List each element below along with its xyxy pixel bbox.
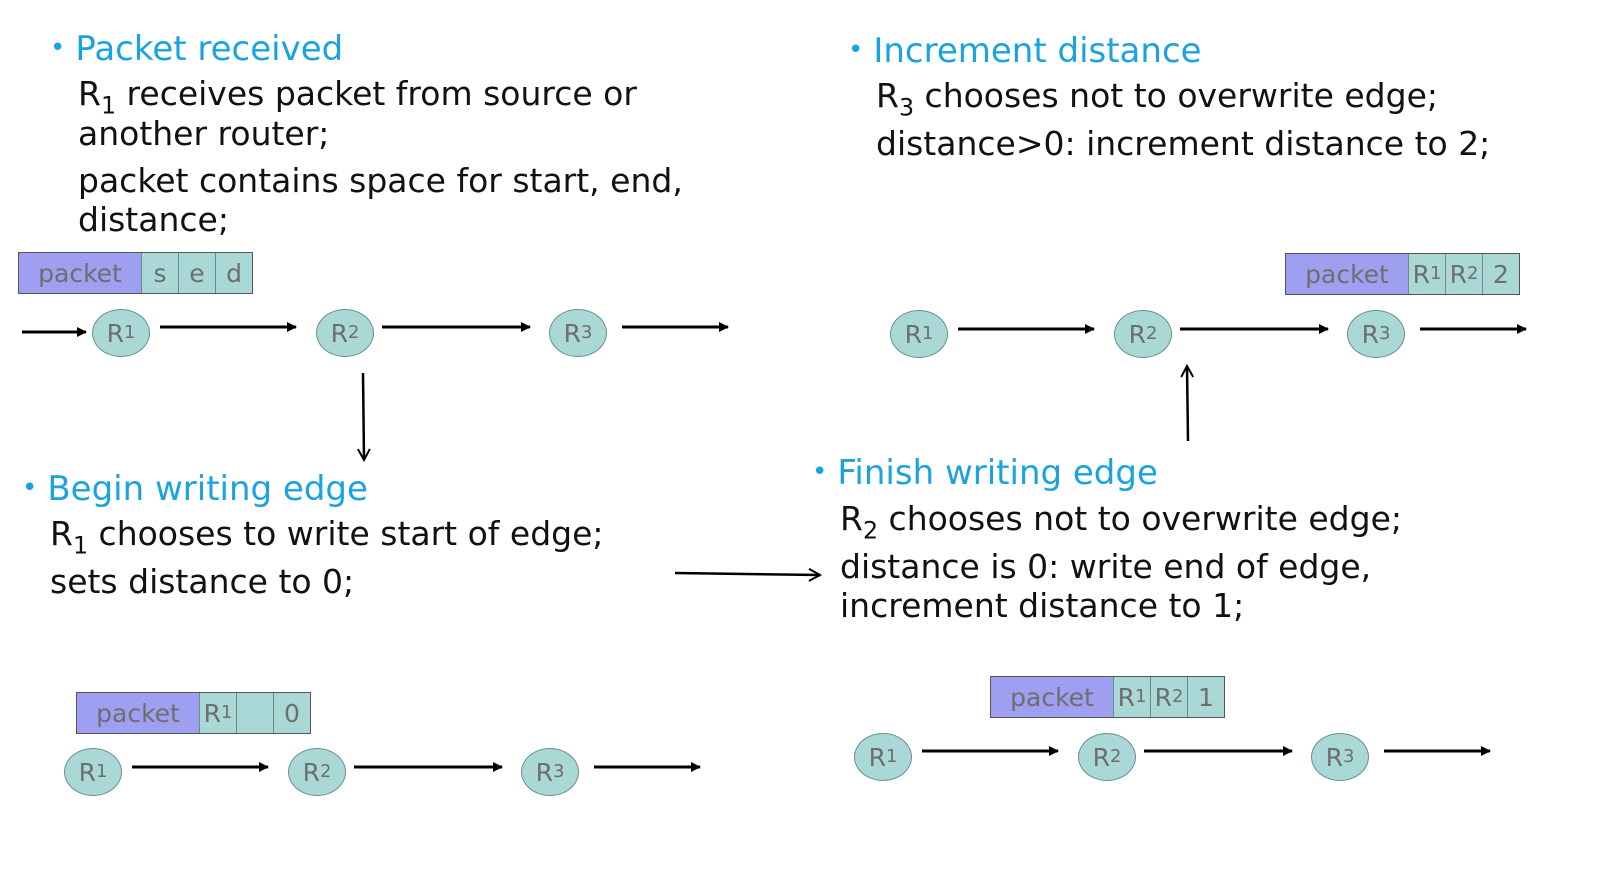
packet-label: packet [77, 693, 199, 733]
bullet-icon: • [50, 33, 66, 63]
received-line-4: distance; [78, 200, 229, 239]
link-arrows-received [22, 322, 729, 337]
bullet-icon: • [812, 457, 828, 487]
packet-label: packet [1286, 254, 1408, 294]
distance-field: 0 [273, 693, 310, 733]
received-line-2: another router; [78, 114, 330, 153]
flow-arrow-up [1187, 366, 1188, 442]
received-line-3: packet contains space for start, end, [78, 161, 683, 200]
distance-field: d [215, 253, 252, 293]
end-field [236, 693, 273, 733]
distance-field: 2 [1482, 254, 1519, 294]
heading-finish-writing-edge: • Finish writing edge [812, 453, 1158, 493]
received-line-1: R1 receives packet from source or [78, 74, 637, 120]
bullet-icon: • [848, 35, 864, 65]
packet-header-received: packet s e d [18, 252, 253, 294]
finish-line-1: R2 chooses not to overwrite edge; [840, 499, 1402, 545]
packet-label: packet [991, 677, 1113, 717]
heading-increment-distance: • Increment distance [848, 31, 1202, 71]
heading-packet-received: • Packet received [50, 29, 344, 69]
flow-arrow-right [674, 573, 820, 575]
begin-line-2: sets distance to 0; [50, 562, 355, 601]
finish-line-2: distance is 0: write end of edge, [840, 547, 1372, 586]
end-field: e [178, 253, 215, 293]
flow-arrow-down [363, 372, 364, 460]
packet-label: packet [19, 253, 141, 293]
flow-arrows [363, 366, 1188, 575]
bullet-icon: • [22, 473, 38, 503]
increment-line-2: distance>0: increment distance to 2; [876, 124, 1491, 163]
begin-line-1: R1 chooses to write start of edge; [50, 514, 604, 560]
start-field: s [141, 253, 178, 293]
heading-begin-writing-edge: • Begin writing edge [22, 469, 368, 509]
finish-line-3: increment distance to 1; [840, 586, 1245, 625]
increment-line-1: R3 chooses not to overwrite edge; [876, 76, 1438, 122]
distance-field: 1 [1187, 677, 1224, 717]
